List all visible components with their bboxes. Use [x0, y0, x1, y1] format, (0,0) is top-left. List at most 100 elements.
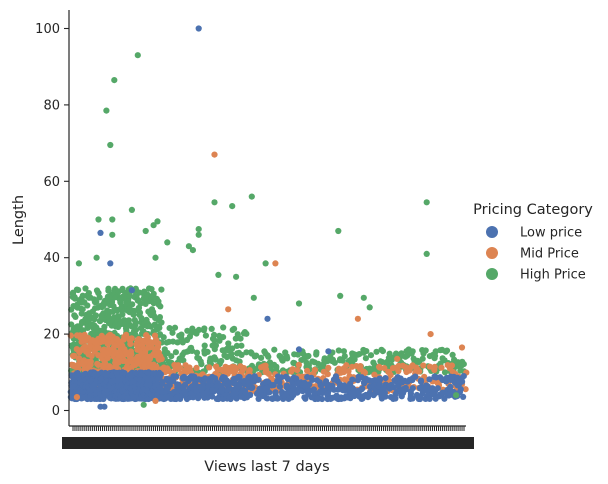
point-high-price [202, 332, 209, 339]
point-low-price [417, 378, 425, 385]
point-low-price [278, 374, 285, 381]
point-low-price [231, 380, 238, 387]
point-low-price [349, 376, 356, 383]
point-high-price [119, 285, 126, 292]
point-high-price [220, 324, 227, 331]
point-high-price [449, 351, 456, 358]
point-low-price [460, 393, 467, 400]
point-high-price [146, 285, 153, 292]
point-high-price [101, 323, 108, 330]
point-high-price [138, 315, 145, 322]
point-high-price [229, 203, 236, 210]
point-low-price [399, 390, 407, 397]
point-low-price [382, 375, 389, 382]
point-high-price [243, 349, 250, 356]
point-mid-price [427, 331, 434, 338]
point-low-price [412, 373, 419, 380]
point-low-price [295, 346, 303, 353]
point-high-price [125, 317, 132, 324]
point-high-price [158, 286, 165, 293]
point-high-price [208, 325, 215, 332]
point-low-price [180, 373, 188, 380]
point-mid-price [246, 367, 253, 374]
point-high-price [142, 227, 149, 235]
point-low-price [128, 287, 135, 294]
point-high-price [95, 216, 102, 223]
point-low-price [121, 370, 128, 377]
point-low-price [317, 382, 325, 389]
point-high-price [140, 401, 147, 408]
point-low-price [101, 403, 108, 410]
point-high-price [91, 316, 98, 323]
y-tick-label: 0 [52, 404, 60, 419]
point-low-price [247, 391, 254, 398]
point-high-price [250, 294, 257, 301]
y-tick-label: 40 [43, 251, 60, 266]
legend-label: High Price [520, 268, 586, 283]
point-high-price [103, 107, 110, 114]
point-low-price [195, 25, 202, 32]
point-low-price [431, 389, 438, 396]
point-low-price [97, 229, 104, 236]
point-high-price [137, 300, 144, 307]
point-high-price [107, 141, 114, 149]
point-high-price [132, 326, 140, 333]
point-low-price [341, 382, 348, 389]
y-tick-label: 80 [43, 98, 60, 113]
point-mid-price [225, 306, 232, 313]
point-high-price [366, 304, 373, 311]
point-high-price [362, 355, 369, 362]
point-mid-price [414, 366, 421, 373]
point-mid-price [265, 370, 272, 377]
point-mid-price [144, 334, 151, 341]
point-high-price [351, 356, 358, 363]
point-high-price [441, 369, 449, 376]
legend-label: Mid Price [520, 247, 579, 262]
point-low-price [274, 395, 281, 402]
point-low-price [264, 378, 271, 385]
legend-marker [486, 268, 498, 280]
point-high-price [283, 353, 290, 360]
point-high-price [295, 300, 303, 307]
point-high-price [152, 254, 159, 261]
point-high-price [340, 348, 347, 355]
data-points [67, 25, 470, 410]
y-tick-label: 100 [35, 22, 60, 37]
point-mid-price [376, 363, 383, 370]
point-high-price [156, 324, 163, 331]
point-high-price [220, 334, 227, 341]
point-low-price [156, 369, 163, 376]
point-high-price [273, 363, 280, 370]
point-high-price [460, 361, 467, 368]
point-low-price [361, 380, 368, 387]
point-low-price [242, 388, 249, 395]
point-low-price [358, 386, 365, 393]
point-low-price [167, 395, 174, 402]
point-low-price [458, 375, 465, 382]
point-mid-price [152, 397, 159, 404]
point-high-price [155, 298, 162, 305]
point-high-price [367, 352, 375, 359]
point-high-price [423, 199, 430, 206]
point-low-price [319, 395, 326, 403]
point-low-price [268, 382, 275, 389]
point-low-price [276, 383, 283, 390]
point-low-price [164, 385, 171, 392]
point-low-price [249, 384, 256, 391]
legend-label: Low price [520, 226, 582, 241]
point-high-price [82, 285, 89, 292]
point-high-price [189, 247, 196, 254]
point-low-price [230, 390, 238, 398]
point-mid-price [438, 364, 445, 371]
point-high-price [264, 352, 271, 359]
point-mid-price [157, 353, 164, 360]
point-high-price [166, 325, 173, 332]
point-high-price [278, 355, 285, 362]
point-high-price [72, 313, 79, 320]
point-high-price [71, 295, 79, 302]
point-low-price [276, 379, 283, 386]
point-mid-price [70, 352, 77, 360]
legend-marker [486, 247, 498, 259]
point-low-price [393, 388, 401, 395]
point-high-price [68, 321, 75, 328]
